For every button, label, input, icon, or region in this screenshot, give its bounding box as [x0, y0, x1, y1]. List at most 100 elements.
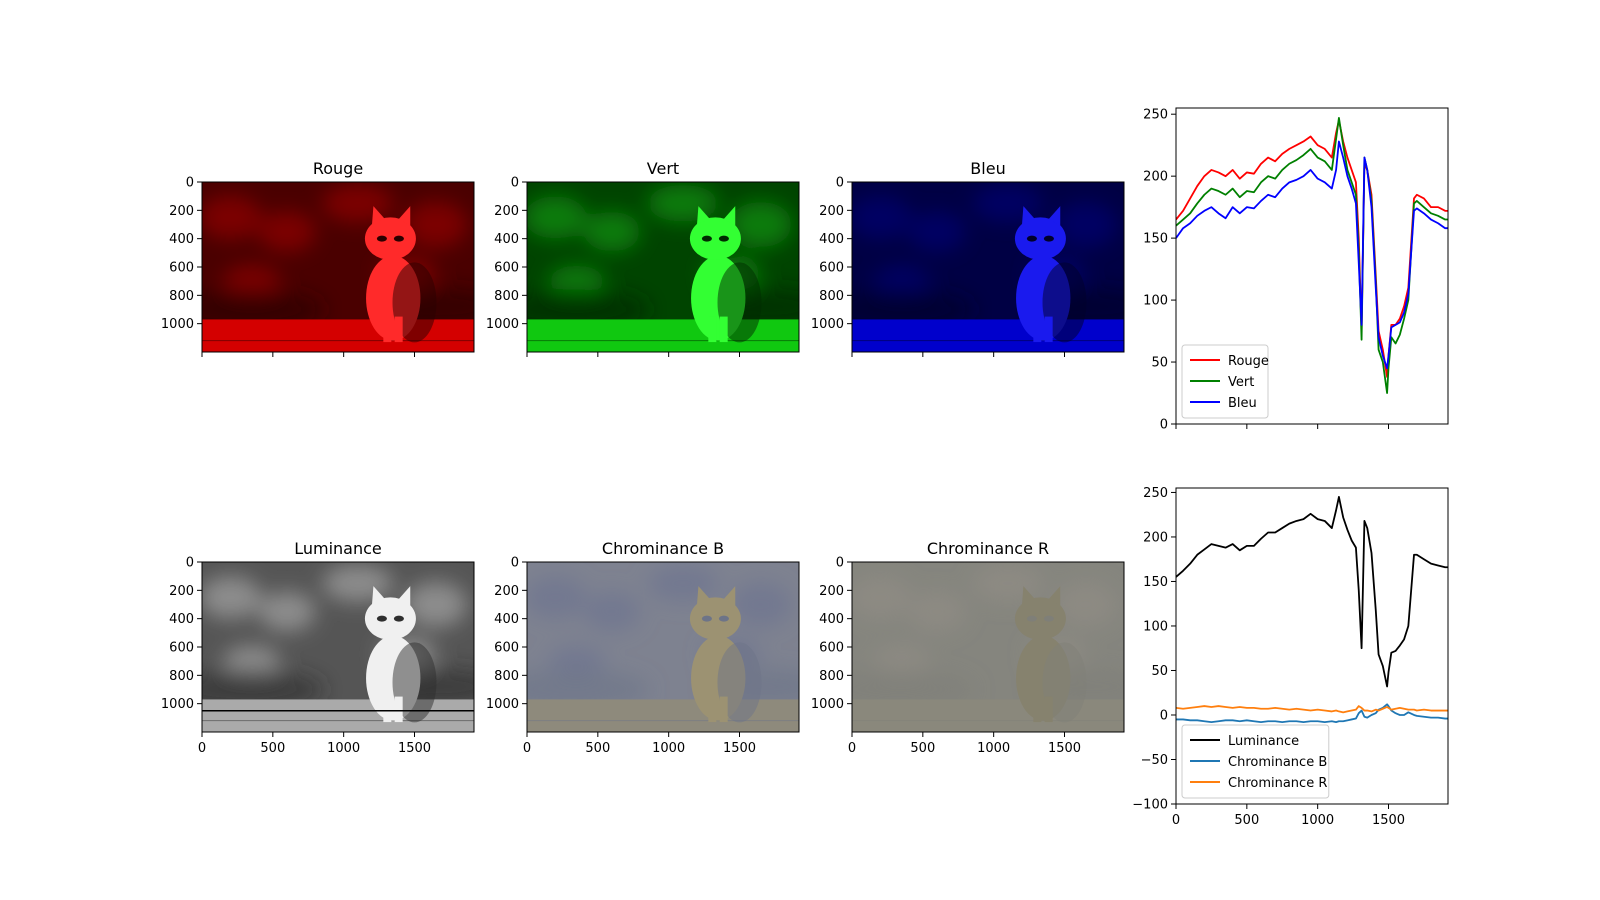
series-line-rouge — [1176, 119, 1448, 378]
y-tick-label: 800 — [819, 669, 844, 684]
x-tick-label: 1000 — [977, 741, 1010, 756]
image-panel-5: 0 200 400 600 800 1000 0 500 1000 1500 Chrominance… — [486, 539, 800, 756]
image-cat — [1014, 586, 1087, 723]
x-tick-label: 1500 — [1048, 741, 1081, 756]
y-tick-label: 150 — [1143, 232, 1168, 247]
legend-label: Chrominance R — [1228, 776, 1327, 791]
y-tick-label: 0 — [1160, 418, 1168, 433]
image-content — [202, 182, 474, 352]
y-tick-label: 0 — [186, 556, 194, 571]
image-floor — [527, 319, 799, 352]
image-floor — [527, 699, 799, 732]
y-tick-label: 1000 — [811, 317, 844, 332]
y-tick-label: 1000 — [811, 697, 844, 712]
image-cat — [689, 586, 762, 723]
x-tick-label: 0 — [848, 741, 856, 756]
y-tick-label: 400 — [494, 612, 519, 627]
line-panel-7: −100 −50 0 50 100 150 200 250 0 500 1000 1500 Lumina… — [1132, 486, 1449, 828]
legend: Rouge Vert Bleu — [1181, 344, 1269, 419]
x-tick-label: 0 — [1172, 813, 1180, 828]
image-floor — [852, 699, 1124, 732]
series-line-chrominance-r — [1176, 705, 1448, 714]
image-panel-2: 0 200 400 600 800 1000 Bleu — [811, 159, 1125, 357]
y-tick-label: 200 — [819, 204, 844, 219]
x-tick-label: 500 — [1234, 813, 1259, 828]
image-content — [202, 562, 474, 732]
image-panel-4: 0 200 400 600 800 1000 0 500 1000 1500 Luminance — [161, 539, 475, 756]
chart-title: Bleu — [970, 159, 1005, 178]
y-tick-label: 600 — [819, 641, 844, 656]
image-content — [852, 182, 1124, 352]
y-tick-label: 800 — [494, 669, 519, 684]
y-tick-label: 200 — [494, 584, 519, 599]
image-cat — [364, 206, 437, 343]
chart-title: Luminance — [294, 539, 382, 558]
image-panel-6: 0 200 400 600 800 1000 0 500 1000 1500 Chrominance… — [811, 539, 1125, 756]
image-content — [527, 182, 799, 352]
series-line-luminance — [1176, 496, 1448, 688]
series-line-vert — [1176, 117, 1448, 394]
axes-frame — [1175, 107, 1449, 425]
y-tick-label: 600 — [169, 641, 194, 656]
image-panel-0: 0 200 400 600 800 1000 Rouge — [161, 159, 475, 357]
y-tick-label: 100 — [1143, 294, 1168, 309]
y-tick-label: 800 — [169, 669, 194, 684]
y-tick-label: 1000 — [161, 317, 194, 332]
y-tick-label: 400 — [819, 612, 844, 627]
y-tick-label: 200 — [169, 584, 194, 599]
y-tick-label: 400 — [169, 612, 194, 627]
legend-label: Bleu — [1228, 396, 1257, 411]
x-tick-label: 500 — [260, 741, 285, 756]
y-tick-label: 600 — [494, 261, 519, 276]
image-floor — [202, 319, 474, 352]
series-lines — [1176, 496, 1448, 724]
y-tick-label: −100 — [1132, 798, 1168, 813]
legend-label: Luminance — [1228, 734, 1299, 749]
y-tick-label: 400 — [494, 232, 519, 247]
y-tick-label: 50 — [1151, 664, 1168, 679]
x-tick-label: 500 — [585, 741, 610, 756]
y-tick-label: 800 — [494, 289, 519, 304]
y-tick-label: 400 — [819, 232, 844, 247]
y-tick-label: 800 — [819, 289, 844, 304]
image-floor — [852, 319, 1124, 352]
y-tick-label: 0 — [511, 556, 519, 571]
y-tick-label: 200 — [169, 204, 194, 219]
y-tick-label: 1000 — [486, 697, 519, 712]
x-tick-label: 1500 — [398, 741, 431, 756]
legend-box — [1181, 724, 1330, 799]
x-tick-label: 1000 — [327, 741, 360, 756]
x-tick-label: 0 — [198, 741, 206, 756]
chart-title: Vert — [647, 159, 679, 178]
legend-label: Chrominance B — [1228, 755, 1327, 770]
y-tick-label: 0 — [511, 176, 519, 191]
y-tick-label: 50 — [1151, 356, 1168, 371]
y-tick-label: 100 — [1143, 619, 1168, 634]
image-panel-1: 0 200 400 600 800 1000 Vert — [486, 159, 800, 357]
x-tick-label: 1000 — [652, 741, 685, 756]
y-tick-label: 250 — [1143, 486, 1168, 501]
legend-label: Vert — [1228, 375, 1254, 390]
y-tick-label: 150 — [1143, 575, 1168, 590]
image-content — [527, 562, 799, 732]
y-tick-label: 200 — [1143, 530, 1168, 545]
y-tick-label: 200 — [494, 204, 519, 219]
y-tick-label: 0 — [836, 176, 844, 191]
y-tick-label: −50 — [1141, 753, 1168, 768]
y-tick-label: 400 — [169, 232, 194, 247]
y-tick-label: 200 — [1143, 170, 1168, 185]
y-tick-label: 1000 — [161, 697, 194, 712]
series-line-chrominance-b — [1176, 703, 1448, 724]
image-floor — [202, 699, 474, 732]
legend-label: Rouge — [1228, 354, 1269, 369]
image-cat — [364, 586, 437, 723]
legend-box — [1181, 344, 1269, 419]
y-tick-label: 600 — [494, 641, 519, 656]
legend: Luminance Chrominance B Chrominance R — [1181, 724, 1330, 799]
y-tick-label: 1000 — [486, 317, 519, 332]
x-tick-label: 1500 — [1372, 813, 1405, 828]
y-tick-label: 200 — [819, 584, 844, 599]
image-cat — [689, 206, 762, 343]
image-blur-layer — [527, 184, 799, 330]
